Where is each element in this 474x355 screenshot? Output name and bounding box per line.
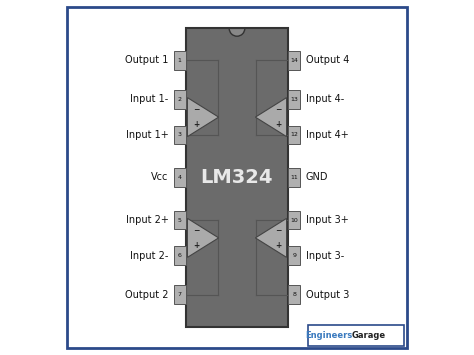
Bar [174, 285, 185, 304]
Text: 1: 1 [178, 58, 182, 63]
Text: GND: GND [306, 173, 328, 182]
Polygon shape [255, 218, 287, 257]
Bar [174, 51, 185, 70]
Text: Output 4: Output 4 [306, 55, 349, 65]
Text: 11: 11 [291, 175, 298, 180]
Bar [174, 90, 185, 109]
Text: 5: 5 [178, 218, 182, 223]
Bar [174, 126, 185, 144]
Text: LM324: LM324 [201, 168, 273, 187]
Bar [174, 246, 185, 265]
Text: 9: 9 [292, 253, 296, 258]
Text: −: − [275, 105, 281, 114]
Text: Vcc: Vcc [151, 173, 168, 182]
Bar [289, 168, 300, 187]
Text: −: − [193, 226, 199, 235]
Text: Input 3-: Input 3- [306, 251, 344, 261]
Bar [289, 51, 300, 70]
Text: Input 2-: Input 2- [130, 251, 168, 261]
Text: Output 1: Output 1 [125, 55, 168, 65]
Text: 3: 3 [178, 132, 182, 137]
Text: +: + [193, 120, 199, 129]
Text: −: − [275, 226, 281, 235]
Text: Input 4-: Input 4- [306, 94, 344, 104]
Text: 8: 8 [292, 292, 296, 297]
Text: 2: 2 [178, 97, 182, 102]
Text: Output 2: Output 2 [125, 290, 168, 300]
Text: −: − [193, 105, 199, 114]
Text: 12: 12 [291, 132, 298, 137]
Bar [174, 211, 185, 229]
Text: +: + [193, 241, 199, 250]
Bar [289, 211, 300, 229]
Text: Input 4+: Input 4+ [306, 130, 348, 140]
Text: 10: 10 [291, 218, 298, 223]
Wedge shape [229, 28, 245, 36]
Text: 6: 6 [178, 253, 182, 258]
Text: Input 3+: Input 3+ [306, 215, 348, 225]
Bar [289, 90, 300, 109]
Text: 14: 14 [291, 58, 298, 63]
Text: +: + [275, 241, 281, 250]
Text: Output 3: Output 3 [306, 290, 349, 300]
Bar [289, 285, 300, 304]
Text: Input 1+: Input 1+ [126, 130, 168, 140]
Polygon shape [187, 98, 219, 137]
Bar [174, 168, 185, 187]
Bar [289, 126, 300, 144]
Bar [289, 246, 300, 265]
Text: Garage: Garage [352, 331, 386, 340]
Bar [185, 28, 289, 327]
Text: Engineers: Engineers [305, 331, 352, 340]
Text: Input 2+: Input 2+ [126, 215, 168, 225]
Polygon shape [255, 98, 287, 137]
Text: Input 1-: Input 1- [130, 94, 168, 104]
Polygon shape [187, 218, 219, 257]
Bar [308, 325, 404, 346]
Text: 13: 13 [291, 97, 298, 102]
Text: +: + [275, 120, 281, 129]
Text: 7: 7 [178, 292, 182, 297]
Text: 4: 4 [178, 175, 182, 180]
